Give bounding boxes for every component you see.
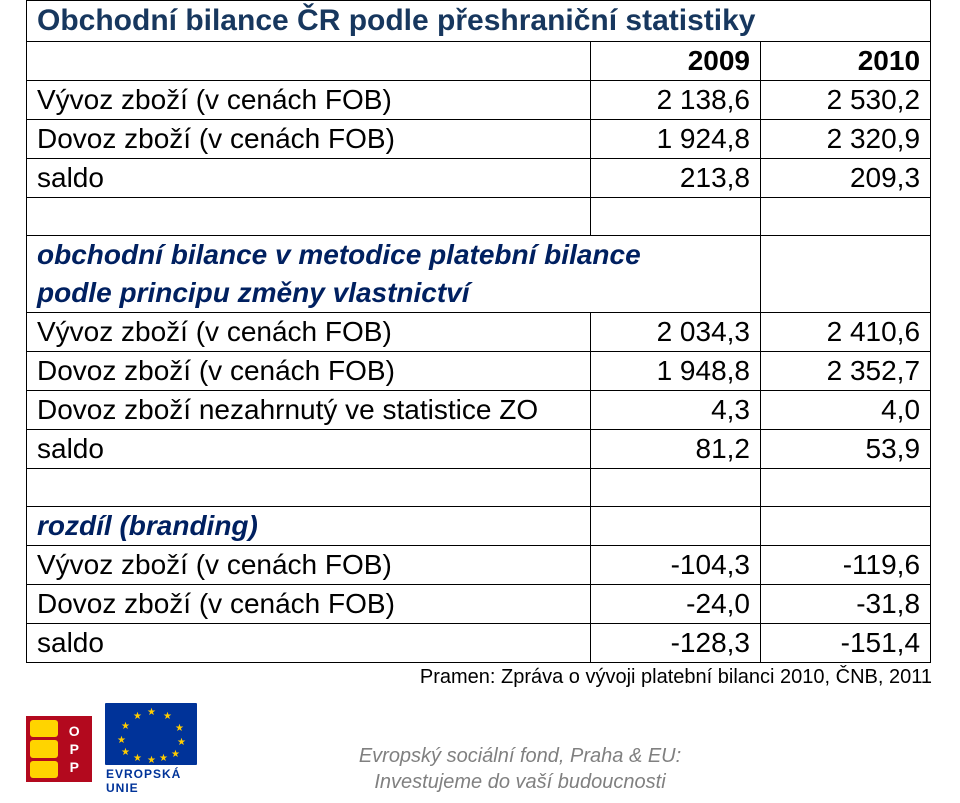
logo-square-icon — [30, 720, 58, 737]
row-label: Vývoz zboží (v cenách FOB) — [27, 546, 591, 585]
eu-logo: ★ ★ ★ ★ ★ ★ ★ ★ ★ ★ ★ ★ EVROPSKÁ UNIE — [106, 703, 196, 795]
footer: O P P ★ ★ ★ ★ ★ ★ ★ ★ ★ ★ — [0, 717, 960, 803]
row-value: 2 410,6 — [761, 313, 931, 352]
table-row: Dovoz zboží nezahrnutý ve statistice ZO … — [27, 391, 931, 430]
table-row: Dovoz zboží (v cenách FOB) -24,0 -31,8 — [27, 585, 931, 624]
row-value: -128,3 — [591, 624, 761, 663]
row-value: 4,0 — [761, 391, 931, 430]
empty-cell — [761, 274, 931, 313]
row-value: 81,2 — [591, 430, 761, 469]
section2-head-row1: obchodní bilance v metodice platební bil… — [27, 236, 931, 275]
logo-square-icon — [30, 761, 58, 778]
row-label: Vývoz zboží (v cenách FOB) — [27, 313, 591, 352]
row-value: 4,3 — [591, 391, 761, 430]
fund-line1: Evropský sociální fond, Praha & EU: — [359, 745, 681, 767]
row-value: 2 352,7 — [761, 352, 931, 391]
row-value: 2 138,6 — [591, 81, 761, 120]
row-label: Vývoz zboží (v cenách FOB) — [27, 81, 591, 120]
row-label: Dovoz zboží (v cenách FOB) — [27, 120, 591, 159]
eu-label: EVROPSKÁ UNIE — [106, 767, 196, 795]
oppa-letter: P — [70, 740, 79, 758]
row-label: Dovoz zboží (v cenách FOB) — [27, 585, 591, 624]
fund-line2: Investujeme do vaší budoucnosti — [374, 771, 665, 793]
oppa-logo-text: O P P — [61, 720, 89, 778]
row-value: 213,8 — [591, 159, 761, 198]
empty-cell — [591, 507, 761, 546]
row-value: 1 924,8 — [591, 120, 761, 159]
row-value: -24,0 — [591, 585, 761, 624]
page: Obchodní bilance ČR podle přeshraniční s… — [0, 0, 960, 803]
table-row: Vývoz zboží (v cenách FOB) -104,3 -119,6 — [27, 546, 931, 585]
row-label: saldo — [27, 430, 591, 469]
table-row: Dovoz zboží (v cenách FOB) 1 948,8 2 352… — [27, 352, 931, 391]
table-row: Dovoz zboží (v cenách FOB) 1 924,8 2 320… — [27, 120, 931, 159]
year-2010: 2010 — [761, 42, 931, 81]
row-value: -31,8 — [761, 585, 931, 624]
table-row: Vývoz zboží (v cenách FOB) 2 034,3 2 410… — [27, 313, 931, 352]
row-value: 53,9 — [761, 430, 931, 469]
balance-table: Obchodní bilance ČR podle přeshraniční s… — [26, 0, 931, 663]
empty-cell — [27, 42, 591, 81]
oppa-letter: O — [69, 722, 80, 740]
row-value: -104,3 — [591, 546, 761, 585]
row-value: -151,4 — [761, 624, 931, 663]
section2-head-row2: podle principu změny vlastnictví — [27, 274, 931, 313]
section-heading: rozdíl (branding) — [27, 507, 591, 546]
fund-text: Evropský sociální fond, Praha & EU: Inve… — [340, 743, 700, 795]
row-value: 2 034,3 — [591, 313, 761, 352]
table-row: saldo -128,3 -151,4 — [27, 624, 931, 663]
row-value: 209,3 — [761, 159, 931, 198]
logo-square-icon — [30, 740, 58, 757]
table-row: saldo 213,8 209,3 — [27, 159, 931, 198]
row-label: saldo — [27, 624, 591, 663]
year-row: 2009 2010 — [27, 42, 931, 81]
row-value: 1 948,8 — [591, 352, 761, 391]
oppa-letter: P — [70, 758, 79, 776]
row-value: 2 320,9 — [761, 120, 931, 159]
blank-row — [27, 198, 931, 236]
table-row: Vývoz zboží (v cenách FOB) 2 138,6 2 530… — [27, 81, 931, 120]
footer-logos: O P P ★ ★ ★ ★ ★ ★ ★ ★ ★ ★ — [26, 703, 196, 795]
table-row: saldo 81,2 53,9 — [27, 430, 931, 469]
page-title: Obchodní bilance ČR podle přeshraniční s… — [27, 1, 931, 42]
blank-row — [27, 469, 931, 507]
empty-cell — [761, 507, 931, 546]
row-value: -119,6 — [761, 546, 931, 585]
section3-head-row: rozdíl (branding) — [27, 507, 931, 546]
oppa-logo-icon: O P P — [26, 716, 92, 782]
section-heading: obchodní bilance v metodice platební bil… — [27, 236, 761, 275]
empty-cell — [761, 236, 931, 275]
row-label: Dovoz zboží nezahrnutý ve statistice ZO — [27, 391, 591, 430]
row-label: Dovoz zboží (v cenách FOB) — [27, 352, 591, 391]
year-2009: 2009 — [591, 42, 761, 81]
title-row: Obchodní bilance ČR podle přeshraniční s… — [27, 1, 931, 42]
eu-flag-icon: ★ ★ ★ ★ ★ ★ ★ ★ ★ ★ ★ ★ — [105, 703, 197, 765]
source-citation: Pramen: Zpráva o vývoji platební bilanci… — [420, 666, 932, 689]
section-heading: podle principu změny vlastnictví — [27, 274, 761, 313]
row-label: saldo — [27, 159, 591, 198]
row-value: 2 530,2 — [761, 81, 931, 120]
